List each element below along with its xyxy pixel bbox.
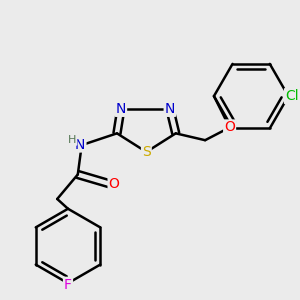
Text: N: N — [116, 102, 126, 116]
Text: F: F — [64, 278, 72, 292]
Text: N: N — [165, 102, 175, 116]
Text: S: S — [142, 145, 151, 159]
Text: O: O — [224, 121, 235, 134]
Text: H: H — [68, 135, 76, 145]
Text: N: N — [75, 137, 86, 152]
Text: O: O — [109, 177, 119, 191]
Text: Cl: Cl — [285, 89, 298, 103]
